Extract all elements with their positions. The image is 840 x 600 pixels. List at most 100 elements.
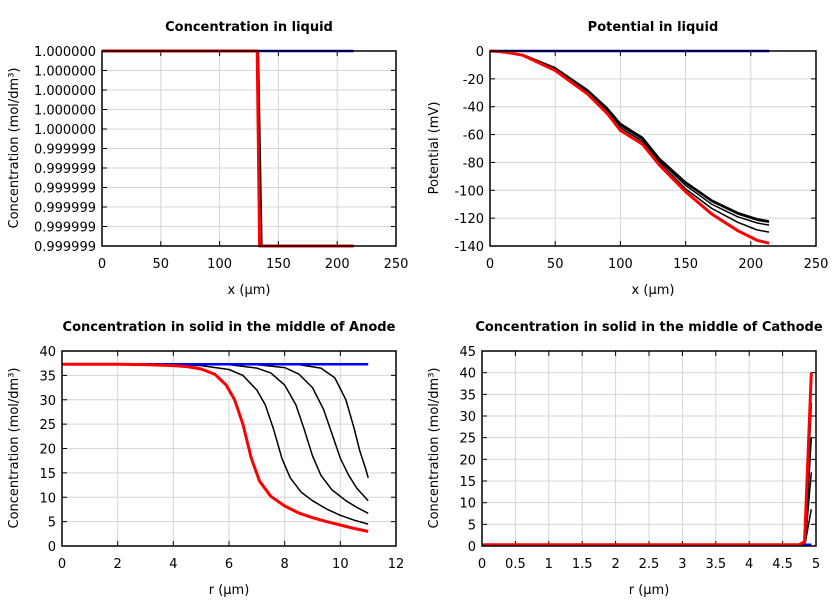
grid (481, 350, 817, 547)
x-tick-label: 250 (804, 257, 829, 272)
x-tick-label: 50 (153, 257, 170, 272)
x-tick-label: 150 (673, 257, 698, 272)
plot-frame (61, 350, 397, 547)
x-tick-label: 0.5 (505, 557, 526, 572)
series-line-3 (61, 363, 369, 479)
x-tick-label: 50 (547, 257, 564, 272)
x-tick-label: 2 (611, 557, 619, 572)
x-tick-label: 150 (266, 257, 291, 272)
x-tick-label: 6 (225, 557, 233, 572)
x-tick-label: 3.5 (705, 557, 726, 572)
chart-title: Potential in liquid (588, 20, 719, 35)
y-axis-label: Concentration (mol/dm³) (427, 368, 442, 529)
y-tick-label: 1.000000 (34, 123, 96, 138)
y-tick-label: 30 (459, 410, 476, 425)
series-line-5 (62, 362, 369, 533)
y-tick-label: 5 (48, 516, 56, 531)
chart-title: Concentration in solid in the middle of … (63, 320, 396, 335)
x-tick-label: 100 (608, 257, 633, 272)
y-tick-label: 35 (39, 369, 56, 384)
series-line-4 (483, 402, 813, 546)
y-tick-label: -40 (463, 101, 484, 116)
y-tick-label: -140 (454, 240, 484, 255)
y-axis-label: Concentration (mol/dm³) (7, 368, 22, 529)
series-line-1 (61, 363, 369, 514)
series-line-5 (483, 372, 813, 547)
subplot-solid-anode: Concentration in solid in the middle of … (7, 320, 404, 598)
grid (489, 50, 817, 247)
x-tick-label: 1.5 (572, 557, 593, 572)
x-tick-label: 0 (486, 257, 494, 272)
plot-frame (101, 50, 397, 247)
chart-title: Concentration in solid in the middle of … (475, 320, 823, 335)
y-tick-label: 10 (459, 497, 476, 512)
x-tick-label: 2.5 (639, 557, 660, 572)
y-tick-label: 25 (39, 418, 56, 433)
y-tick-label: 0.999999 (34, 182, 96, 197)
x-tick-label: 8 (281, 557, 289, 572)
y-tick-label: 0 (476, 45, 484, 60)
subplot-solid-cathode: Concentration in solid in the middle of … (427, 320, 823, 598)
y-tick-label: 40 (39, 345, 56, 360)
x-tick-label: 2 (114, 557, 122, 572)
y-tick-label: 20 (459, 453, 476, 468)
y-tick-label: 45 (459, 345, 476, 360)
x-tick-label: 4 (745, 557, 753, 572)
x-tick-label: 4.5 (772, 557, 793, 572)
y-tick-label: 0.999999 (34, 162, 96, 177)
y-tick-label: 0.999999 (34, 240, 96, 255)
y-tick-label: 0.999999 (34, 143, 96, 158)
x-tick-label: 3 (678, 557, 686, 572)
y-tick-label: 1.000000 (34, 84, 96, 99)
y-tick-label: -100 (454, 184, 484, 199)
x-axis-label: r (µm) (629, 583, 670, 598)
x-tick-label: 250 (384, 257, 409, 272)
chart-title: Concentration in liquid (165, 20, 333, 35)
x-tick-label: 200 (325, 257, 350, 272)
x-axis-label: x (µm) (632, 283, 675, 298)
y-tick-label: 40 (459, 367, 476, 382)
y-tick-label: -20 (463, 73, 484, 88)
y-tick-label: 15 (459, 475, 476, 490)
subplot-potential-liquid: Potential in liquid x (µm) Potential (mV… (427, 20, 828, 298)
y-tick-label: 1.000000 (34, 65, 96, 80)
y-tick-label: 20 (39, 443, 56, 458)
x-tick-label: 200 (738, 257, 763, 272)
series-line-3 (489, 50, 770, 226)
y-tick-label: 5 (468, 518, 476, 533)
x-tick-label: 0 (58, 557, 66, 572)
plot-frame (481, 350, 817, 547)
plot-frame (489, 50, 817, 247)
x-tick-label: 5 (812, 557, 820, 572)
x-axis-label: r (µm) (209, 583, 250, 598)
y-tick-label: 0.999999 (34, 201, 96, 216)
y-tick-label: 1.000000 (34, 104, 96, 119)
series-line-4 (489, 50, 770, 233)
series-line-0 (61, 363, 369, 525)
y-tick-label: 0 (48, 540, 56, 555)
x-tick-label: 100 (207, 257, 232, 272)
y-tick-label: 1.000000 (34, 45, 96, 60)
x-tick-label: 12 (388, 557, 405, 572)
grid (101, 50, 397, 247)
x-tick-label: 10 (332, 557, 349, 572)
y-axis-label: Potential (mV) (427, 102, 442, 195)
series-line-3 (483, 437, 813, 546)
y-tick-label: -120 (454, 212, 484, 227)
x-axis-label: x (µm) (228, 283, 271, 298)
y-tick-label: 0 (468, 540, 476, 555)
series-line-5 (489, 49, 770, 245)
y-tick-label: 15 (39, 467, 56, 482)
y-tick-label: 35 (459, 388, 476, 403)
x-tick-label: 1 (545, 557, 553, 572)
y-tick-label: 10 (39, 491, 56, 506)
y-tick-label: 30 (39, 394, 56, 409)
series-line-2 (483, 472, 813, 546)
subplot-concentration-liquid: Concentration in liquid x (µm) Concentra… (7, 20, 408, 298)
y-tick-label: -60 (463, 129, 484, 144)
y-axis-label: Concentration (mol/dm³) (7, 68, 22, 229)
y-tick-label: -80 (463, 156, 484, 171)
y-tick-label: 25 (459, 432, 476, 447)
y-tick-label: 0.999999 (34, 221, 96, 236)
